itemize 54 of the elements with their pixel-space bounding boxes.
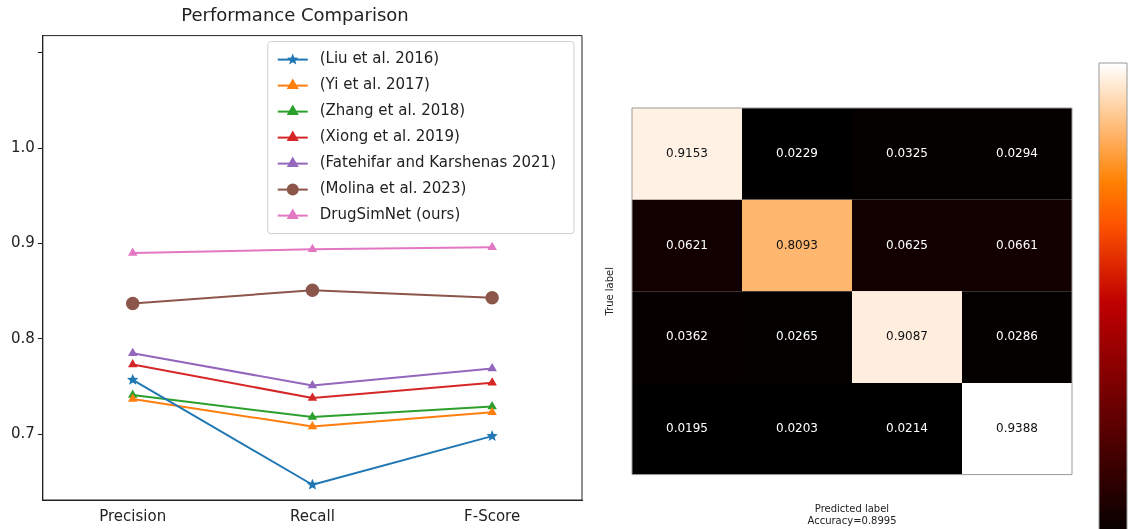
data-label: 0.9153 (666, 145, 708, 160)
y-tick-label: 1.0 (11, 138, 35, 157)
point (128, 348, 137, 356)
point (485, 291, 499, 305)
point (308, 412, 317, 420)
chart-title: Performance Comparison (181, 4, 409, 26)
point (128, 394, 137, 402)
point (486, 430, 498, 441)
point (487, 242, 497, 251)
data-label: 0.0362 (666, 329, 708, 344)
data-label: 0.0214 (886, 420, 928, 435)
x-tick-label: Recall (290, 506, 335, 525)
point (125, 296, 140, 311)
point (306, 478, 319, 490)
text: Accuracy=0.8995 (807, 514, 897, 526)
legend-label: (Zhang et al. 2018) (319, 101, 466, 120)
legend-label: (Liu et al. 2016) (319, 49, 440, 68)
data-label: 0.0229 (776, 145, 818, 160)
data-label: 0.9388 (996, 420, 1038, 435)
legend-label: (Yi et al. 2017) (319, 75, 430, 94)
point (487, 401, 497, 410)
data-label: 0.9087 (886, 329, 928, 344)
data-label: 0.0625 (886, 237, 928, 252)
y-tick-label: 0.9 (11, 233, 35, 252)
point (308, 421, 317, 430)
y-tick-label: 0.7 (11, 424, 35, 443)
data-label: 0.0286 (996, 329, 1038, 344)
data-label: 0.0621 (666, 237, 708, 252)
data-label: 0.0325 (886, 145, 928, 160)
data-label: 0.0203 (776, 420, 818, 435)
point (487, 377, 497, 386)
point (308, 393, 317, 401)
point (128, 248, 137, 256)
point (128, 359, 137, 368)
legend-label: (Fatehifar and Karshenas 2021) (319, 153, 556, 172)
point (487, 407, 497, 416)
point (308, 244, 317, 252)
point (127, 373, 139, 385)
y-tick-label: 0.8 (11, 328, 35, 347)
legend-label: (Molina et al. 2023) (319, 179, 467, 198)
point (487, 363, 497, 372)
y-axis-title: True label (603, 267, 615, 317)
legend-label: (Xiong et al. 2019) (319, 127, 460, 146)
data-label: 0.0265 (776, 329, 818, 344)
data-label: 0.8093 (776, 237, 818, 252)
x-tick-label: F-Score (464, 506, 521, 525)
point (308, 380, 317, 389)
point (305, 283, 320, 297)
data-label: 0.0294 (996, 145, 1038, 160)
data-label: 0.0661 (996, 237, 1038, 252)
x-axis-title: Predicted label (814, 502, 890, 514)
x-tick-label: Precision (99, 506, 167, 525)
legend-label: DrugSimNet (ours) (319, 205, 461, 224)
data-label: 0.0195 (666, 420, 708, 435)
